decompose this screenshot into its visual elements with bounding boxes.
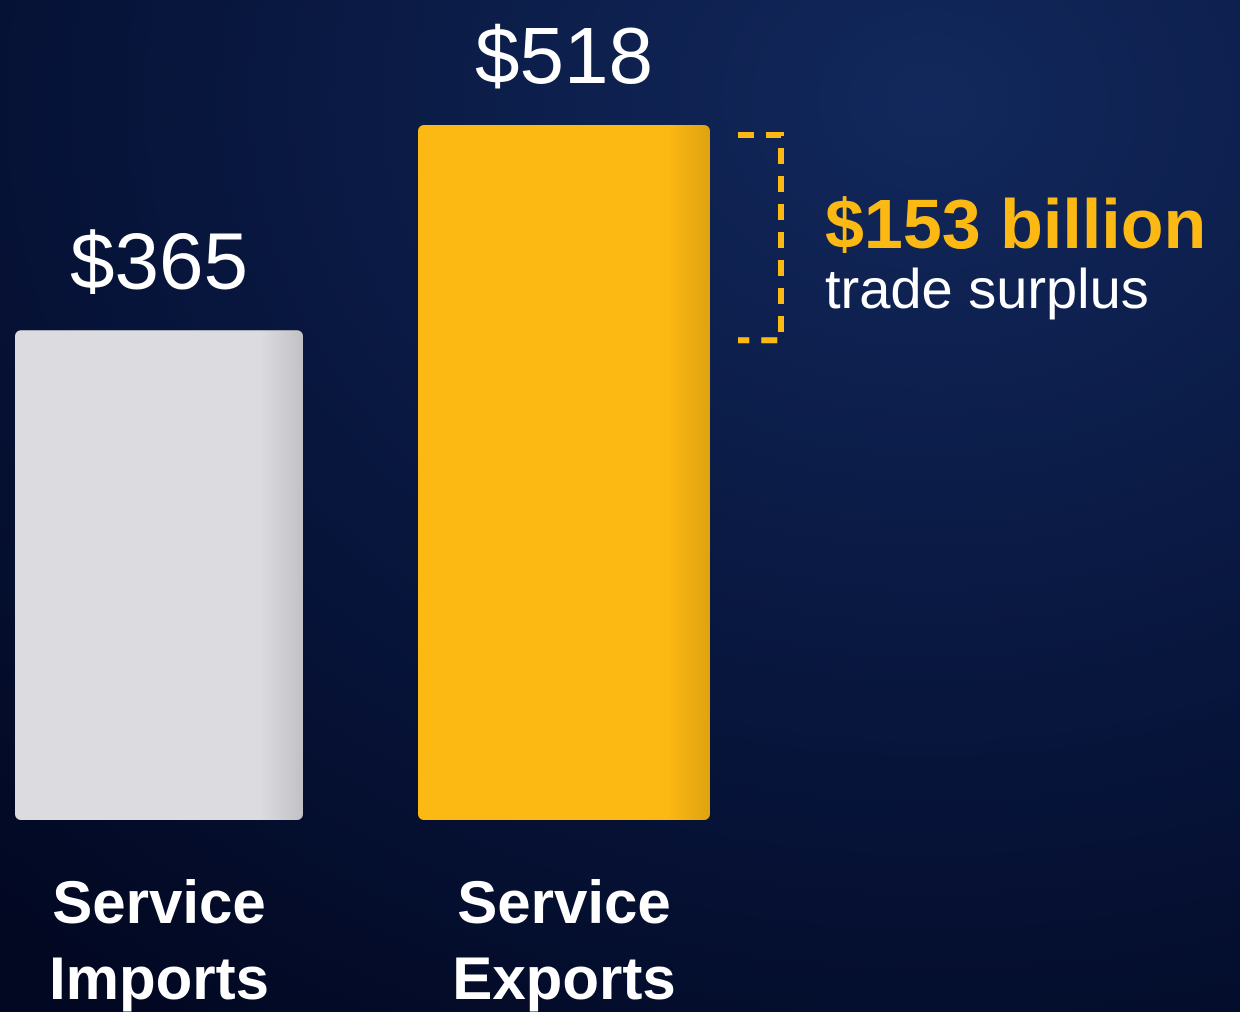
category-label: Service Exports [452,869,675,1012]
bar-shade [15,330,303,820]
value-label: $518 [475,11,653,100]
annotation-text: trade surplus [825,257,1149,320]
difference-bracket [738,132,784,344]
value-label: $365 [70,216,248,305]
annotation-headline: $153 billion [825,185,1206,263]
bar-shade [418,125,710,820]
category-label: Service Imports [49,869,269,1012]
